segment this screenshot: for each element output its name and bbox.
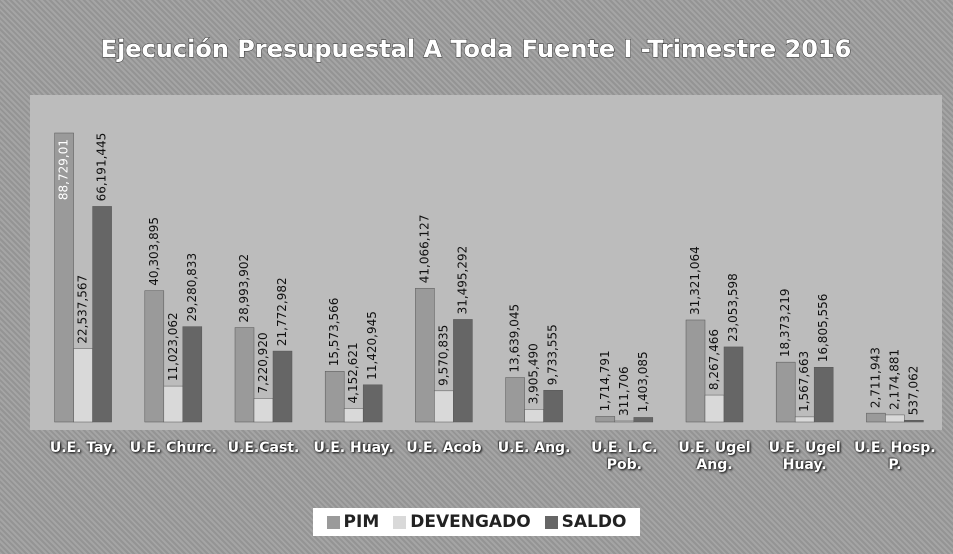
data-label: 31,495,292: [455, 246, 469, 315]
bar: [324, 371, 345, 423]
bar: [866, 412, 886, 423]
legend-item: SALDO: [544, 512, 627, 532]
legend-label: DEVENGADO: [410, 512, 531, 532]
data-label: 22,537,567: [76, 275, 90, 344]
legend-swatch: [393, 515, 407, 529]
bar: [794, 416, 815, 423]
chart-title: Ejecución Presupuestal A Toda Fuente I -…: [101, 35, 852, 63]
bar: [633, 417, 654, 423]
legend-swatch: [326, 515, 340, 529]
data-label: 66,191,445: [95, 133, 109, 202]
data-label: 4,152,621: [346, 342, 360, 403]
bar: [253, 398, 274, 423]
bar: [704, 394, 725, 423]
legend-label: PIM: [343, 512, 380, 532]
x-tick-label: U.E. L.C. Pob.: [591, 440, 658, 473]
legend-swatch: [544, 515, 558, 529]
data-label: 29,280,833: [185, 253, 199, 322]
x-tick-label: U.E. Churc.: [129, 440, 217, 456]
data-label: 2,174,881: [887, 349, 901, 410]
data-label: 16,805,556: [816, 294, 830, 363]
data-label: 7,220,920: [256, 332, 270, 393]
bar: [885, 414, 905, 423]
bar: [54, 132, 74, 423]
data-label: 311,706: [617, 366, 631, 416]
data-label: 88,729,01: [57, 139, 71, 200]
legend: PIM DEVENGADO SALDO: [0, 508, 953, 536]
bar: [272, 350, 293, 423]
x-tick-label: U.E. Hosp. P.: [854, 440, 936, 473]
data-label: 11,420,945: [365, 311, 379, 380]
bar: [595, 416, 616, 423]
bar: [723, 346, 744, 423]
bar: [904, 420, 924, 423]
data-label: 11,023,062: [166, 312, 180, 381]
x-tick-label: U.E. Huay.: [313, 440, 394, 456]
data-label: 8,267,466: [707, 329, 721, 390]
data-label: 41,066,127: [417, 215, 431, 284]
bar: [775, 361, 796, 423]
bar: [144, 290, 165, 423]
bar: [234, 327, 255, 423]
data-label: 9,733,555: [546, 324, 560, 385]
data-label: 9,570,835: [436, 325, 450, 386]
bar: [453, 319, 473, 423]
data-label: 21,772,982: [275, 277, 289, 346]
x-tick-label: U.E. Tay.: [49, 440, 117, 456]
data-label: 15,573,566: [327, 298, 341, 367]
bar: [505, 377, 525, 423]
bar: [614, 420, 635, 423]
data-label: 40,303,895: [147, 217, 161, 286]
data-label: 31,321,064: [688, 246, 702, 315]
bar: [543, 390, 563, 423]
x-tick-label: U.E. Ugel Huay.: [768, 440, 841, 473]
bar: [362, 384, 383, 423]
legend-label: SALDO: [561, 512, 627, 532]
x-tick-label: U.E.Cast.: [227, 440, 300, 456]
bar: [813, 367, 834, 423]
data-label: 1,714,791: [598, 350, 612, 411]
x-tick-label: U.E. Acob: [406, 440, 482, 456]
data-label: 18,373,219: [778, 288, 792, 357]
bar: [182, 326, 203, 423]
bar: [163, 385, 184, 423]
bar: [685, 319, 706, 423]
data-label: 28,993,902: [237, 254, 251, 323]
legend-box: PIM DEVENGADO SALDO: [312, 508, 641, 536]
data-label: 3,905,490: [527, 343, 541, 404]
data-label: 13,639,045: [508, 304, 522, 373]
bar: [415, 287, 435, 423]
bar: [524, 409, 544, 423]
bar: [434, 390, 454, 423]
data-label: 537,062: [906, 366, 920, 416]
bar: [343, 408, 364, 423]
x-tick-label: U.E. Ugel Ang.: [678, 440, 751, 473]
bar: [73, 348, 93, 423]
x-tick-label: U.E. Ang.: [497, 440, 571, 456]
bar: [92, 206, 112, 423]
data-label: 1,567,663: [797, 351, 811, 412]
legend-item: PIM: [326, 512, 380, 532]
data-label: 23,053,598: [726, 273, 740, 342]
data-label: 2,711,943: [868, 347, 882, 408]
legend-item: DEVENGADO: [393, 512, 531, 532]
data-label: 1,403,085: [636, 351, 650, 412]
